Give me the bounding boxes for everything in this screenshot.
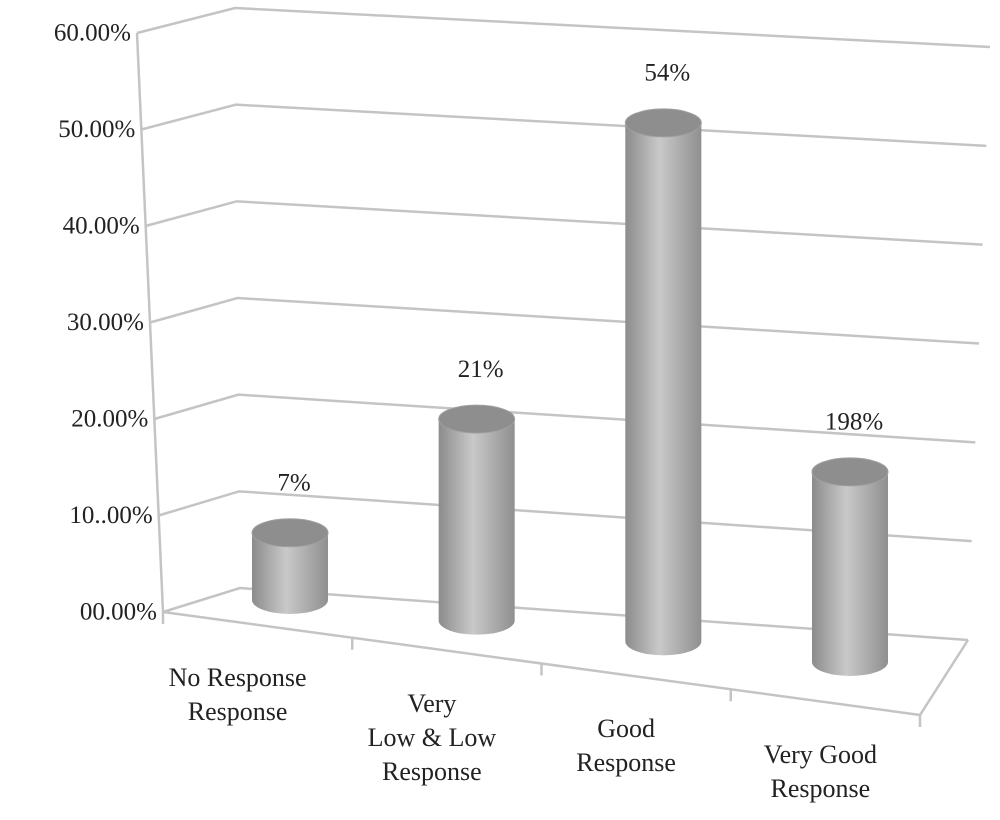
cylinder-body (812, 471, 888, 676)
cylinder-body (625, 122, 702, 656)
x-tick-label: Very Good Response (763, 740, 878, 804)
y-tick-label: 10..00% (69, 502, 152, 529)
y-tick-label: 60.00% (54, 20, 131, 47)
cylinder-top (251, 518, 329, 548)
cylinder-top (624, 108, 702, 138)
grid-line (141, 103, 987, 148)
cylinder (438, 404, 516, 635)
cylinder-top (438, 404, 516, 434)
cylinder-body (438, 419, 515, 635)
grid-line (149, 296, 980, 345)
y-tick-label: 20.00% (71, 406, 148, 433)
x-tick-label: Good Response (576, 714, 676, 778)
cylinder (811, 457, 889, 676)
grid-line (162, 586, 969, 642)
grid-line (153, 393, 976, 444)
y-tick-label: 30.00% (67, 309, 144, 336)
data-label: 54% (644, 60, 690, 87)
data-label: 7% (277, 470, 310, 497)
cylinder-body (252, 532, 328, 614)
y-tick-label: 50.00% (58, 116, 135, 143)
x-tick-label: No Response Response (168, 662, 307, 726)
x-tick-label: Very Low & Low Response (367, 688, 497, 786)
data-label: 198% (825, 409, 883, 436)
y-tick-label: 40.00% (63, 213, 140, 240)
cylinder (624, 108, 702, 656)
grid-line (136, 6, 991, 49)
cylinder-top (811, 457, 889, 487)
cylinder (251, 518, 329, 614)
y-tick-label: 00.00% (80, 599, 157, 626)
grid-line (158, 490, 972, 543)
data-label: 21% (458, 356, 504, 383)
grid-line (145, 200, 983, 246)
